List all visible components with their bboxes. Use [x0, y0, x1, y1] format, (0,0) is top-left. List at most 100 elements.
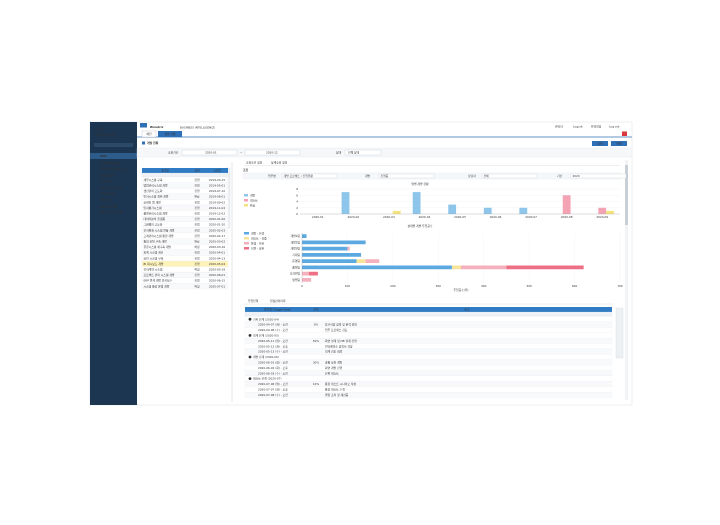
- item-note: 인터페이스 정의서 작성: [325, 344, 353, 348]
- menu-item[interactable]: 프로젝트 일정 관리: [100, 186, 123, 190]
- bar-segment: [302, 265, 452, 270]
- bar-segment: [308, 271, 318, 276]
- condition-input[interactable]: [281, 173, 338, 179]
- cell: 회계 시스템 개선: [144, 251, 164, 255]
- cell: 진행: [194, 251, 200, 255]
- header-link[interactable]: 환경설정: [591, 125, 602, 129]
- tree-row[interactable]: [244, 327, 613, 333]
- button[interactable]: [592, 141, 608, 146]
- legend-swatch: [244, 204, 248, 207]
- tree-row[interactable]: [244, 359, 613, 366]
- tree-row[interactable]: [244, 370, 613, 377]
- bottom-tab[interactable]: 투입인력: [248, 299, 259, 303]
- condition-label: 담당자: [468, 174, 476, 178]
- input[interactable]: [181, 149, 238, 156]
- column-header: 비고: [464, 308, 470, 312]
- expand-icon[interactable]: [248, 377, 252, 380]
- legend-swatch: [244, 242, 249, 245]
- header-link[interactable]: Log out: [609, 125, 620, 129]
- select[interactable]: [344, 149, 382, 156]
- x-tick-label: 200: [390, 284, 396, 288]
- button-label[interactable]: 조회: [597, 142, 603, 146]
- tree-row[interactable]: [244, 343, 613, 350]
- tree-row[interactable]: [244, 386, 613, 393]
- tree-filter-row: [244, 311, 613, 317]
- menu-item[interactable]: 개발 현황: [100, 198, 112, 202]
- sub-tab[interactable]: 조회조건 정보: [246, 161, 263, 165]
- input-value[interactable]: 2020-01: [205, 151, 217, 155]
- header-link[interactable]: 관리자: [555, 125, 563, 129]
- tree-row[interactable]: [244, 365, 613, 371]
- button[interactable]: [611, 141, 627, 146]
- tree-row[interactable]: [244, 338, 613, 344]
- scrollbar[interactable]: [625, 160, 628, 400]
- close-button[interactable]: [622, 131, 627, 137]
- tab-label[interactable]: 메인: [146, 132, 152, 136]
- menu-item[interactable]: Task관리: [99, 180, 112, 184]
- condition-value: 개발 프로젝트 / 진행현황: [284, 174, 314, 178]
- condition-input[interactable]: [481, 173, 538, 179]
- cell: 2019-09-02: [209, 200, 225, 204]
- tab-active[interactable]: [158, 131, 182, 137]
- tab-label[interactable]: 개발 현황: [164, 132, 176, 136]
- tree-row[interactable]: [244, 392, 613, 398]
- header-link[interactable]: Logout: [573, 125, 583, 129]
- condition-label: 기간: [557, 174, 563, 178]
- legend-label: 완료: [250, 203, 256, 207]
- cell: ERP 연계 개발 유지보수: [144, 279, 173, 283]
- logo-icon: [140, 123, 147, 128]
- cell: 확정: [194, 284, 200, 288]
- cell: 2020-02-17: [209, 234, 225, 238]
- tree-row[interactable]: [244, 321, 613, 328]
- menu-item[interactable]: 프로젝트관리: [100, 173, 116, 177]
- sidebar: [90, 122, 137, 405]
- list-header: [142, 168, 228, 173]
- select-value[interactable]: 전체 상태: [348, 151, 360, 155]
- menu-item[interactable]: 사업자별개발현황 조회: [100, 167, 127, 171]
- tree-row[interactable]: [244, 375, 613, 382]
- scrollbar-thumb[interactable]: [625, 165, 628, 225]
- sidebar-search[interactable]: [94, 143, 133, 147]
- bar-segment: [461, 265, 507, 270]
- tree-row[interactable]: [244, 354, 613, 360]
- legend-label: 운영 - 이관: [251, 241, 265, 245]
- x-tick-label: 2020-06: [490, 215, 502, 219]
- menu-item[interactable]: 개발공통코드관리: [100, 161, 121, 165]
- condition-input[interactable]: [378, 173, 435, 179]
- menu-title[interactable]: PMS: [100, 154, 107, 158]
- input[interactable]: [244, 149, 301, 156]
- x-tick-label: 2020-03: [383, 215, 395, 219]
- x-tick-label: 400: [481, 284, 487, 288]
- legend-swatch: [244, 247, 249, 250]
- menu-header[interactable]: [90, 153, 137, 159]
- tree-row[interactable]: [244, 348, 613, 355]
- tree-row[interactable]: [244, 381, 613, 387]
- collapsed-panel[interactable]: [615, 307, 624, 359]
- cell: 통합 포털 구축 개발: [144, 240, 168, 244]
- bottom-tab[interactable]: 일정관리이력: [270, 299, 286, 303]
- list-row[interactable]: [141, 283, 229, 290]
- bar-segment: [302, 234, 307, 238]
- condition-input[interactable]: [570, 173, 627, 179]
- expand-icon[interactable]: [248, 334, 252, 337]
- tab[interactable]: [141, 130, 157, 138]
- condition-value: 진행중: [381, 174, 389, 178]
- tree-row[interactable]: [244, 332, 613, 339]
- menu-item[interactable]: 개발자별 투입 현황: [100, 211, 123, 215]
- cell: 2020-02-03: [209, 228, 225, 232]
- menu-item[interactable]: 개발 일정 현황: [100, 204, 118, 208]
- cell: 2020-06-15: [209, 279, 225, 283]
- button-label[interactable]: 엑셀: [616, 142, 622, 146]
- x-tick-label: 500: [526, 284, 532, 288]
- cell: 그룹웨어 고도화: [144, 223, 163, 227]
- column-header: 진척: [313, 308, 319, 312]
- sub-tab[interactable]: 상세조회 정보: [271, 161, 288, 165]
- tree-row[interactable]: [244, 316, 613, 323]
- input-value[interactable]: 2020-12: [266, 151, 278, 155]
- item-name: 2020-07-07 (화) - 오후: [258, 388, 288, 392]
- expand-icon[interactable]: [248, 317, 252, 321]
- menu-item[interactable]: 투입인력관리: [100, 192, 116, 196]
- cell: 2020-04-01: [209, 251, 225, 255]
- expand-icon[interactable]: [248, 355, 252, 359]
- item-note: 화면 개발 진행: [325, 366, 343, 370]
